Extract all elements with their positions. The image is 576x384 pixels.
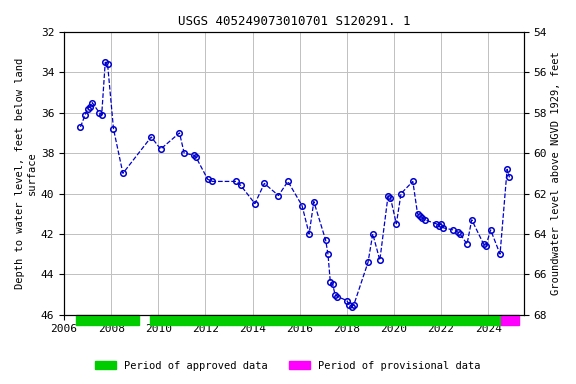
- Title: USGS 405249073010701 S120291. 1: USGS 405249073010701 S120291. 1: [177, 15, 410, 28]
- Bar: [501, 315, 519, 324]
- Bar: [150, 315, 501, 324]
- Bar: [76, 315, 139, 324]
- Y-axis label: Depth to water level, feet below land
surface: Depth to water level, feet below land su…: [15, 58, 37, 289]
- Legend: Period of approved data, Period of provisional data: Period of approved data, Period of provi…: [91, 357, 485, 375]
- Y-axis label: Groundwater level above NGVD 1929, feet: Groundwater level above NGVD 1929, feet: [551, 51, 561, 295]
